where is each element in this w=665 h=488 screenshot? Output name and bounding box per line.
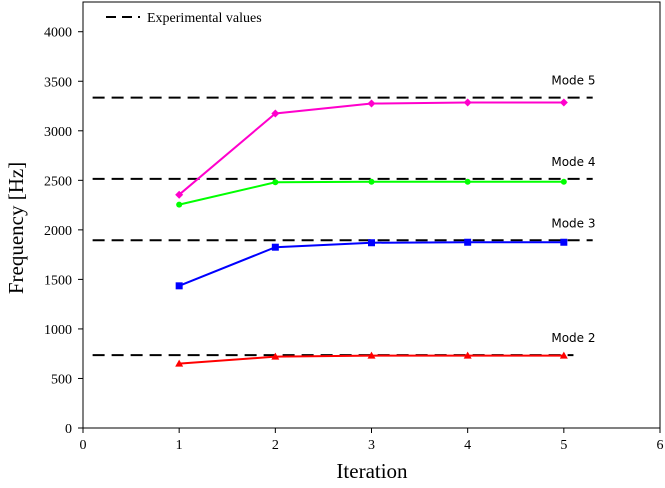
data-point bbox=[464, 178, 471, 185]
x-tick-label: 3 bbox=[368, 438, 375, 453]
data-point bbox=[271, 352, 280, 360]
series bbox=[175, 98, 568, 199]
y-tick-label: 1500 bbox=[44, 273, 72, 288]
y-tick-label: 3000 bbox=[44, 125, 72, 140]
data-point bbox=[464, 238, 472, 246]
data-point bbox=[463, 98, 472, 107]
plot-area bbox=[82, 1, 661, 429]
data-point bbox=[272, 179, 279, 186]
x-axis-title: Iteration bbox=[336, 459, 408, 483]
y-axis-title: Frequency [Hz] bbox=[4, 162, 28, 294]
series bbox=[175, 238, 568, 290]
y-tick-label: 1000 bbox=[44, 323, 72, 338]
data-point bbox=[367, 99, 376, 108]
x-tick-label: 6 bbox=[657, 438, 664, 453]
data-point bbox=[560, 238, 568, 246]
y-tick-label: 2500 bbox=[44, 174, 72, 189]
series-label: Mode 5 bbox=[551, 74, 595, 88]
y-tick-label: 2000 bbox=[44, 224, 72, 239]
legend: Experimental values bbox=[106, 11, 262, 26]
data-point bbox=[176, 201, 183, 208]
mode-labels: Mode 2 Mode 3 Mode 4 Mode 5 bbox=[551, 74, 595, 346]
data-point bbox=[175, 190, 184, 199]
series-group bbox=[175, 98, 568, 367]
data-point bbox=[560, 178, 567, 185]
series-label: Mode 4 bbox=[551, 155, 595, 169]
y-tick-label: 3500 bbox=[44, 75, 72, 90]
y-tick-label: 4000 bbox=[44, 26, 72, 41]
legend-label: Experimental values bbox=[147, 11, 262, 26]
data-point bbox=[463, 351, 472, 359]
y-tick-label: 0 bbox=[65, 422, 72, 437]
y-tick-label: 500 bbox=[51, 372, 72, 387]
y-axis: 0 500 1000 1500 2000 2500 3000 3500 4000 bbox=[44, 26, 83, 437]
data-point bbox=[175, 282, 183, 290]
x-tick-label: 5 bbox=[560, 438, 567, 453]
series-label: Mode 3 bbox=[551, 216, 595, 230]
series bbox=[175, 351, 568, 367]
data-point bbox=[559, 351, 568, 359]
series-label: Mode 2 bbox=[551, 331, 595, 345]
x-tick-label: 0 bbox=[80, 438, 87, 453]
data-point bbox=[367, 351, 376, 359]
x-tick-label: 4 bbox=[464, 438, 471, 453]
series bbox=[176, 178, 567, 208]
data-point bbox=[271, 109, 280, 118]
x-tick-label: 1 bbox=[176, 438, 183, 453]
data-point bbox=[271, 243, 279, 251]
x-tick-label: 2 bbox=[272, 438, 279, 453]
x-axis: 0 1 2 3 4 5 6 bbox=[80, 428, 664, 453]
data-point bbox=[368, 239, 375, 247]
data-point bbox=[559, 98, 568, 107]
data-point bbox=[368, 178, 375, 185]
data-point bbox=[175, 359, 184, 367]
